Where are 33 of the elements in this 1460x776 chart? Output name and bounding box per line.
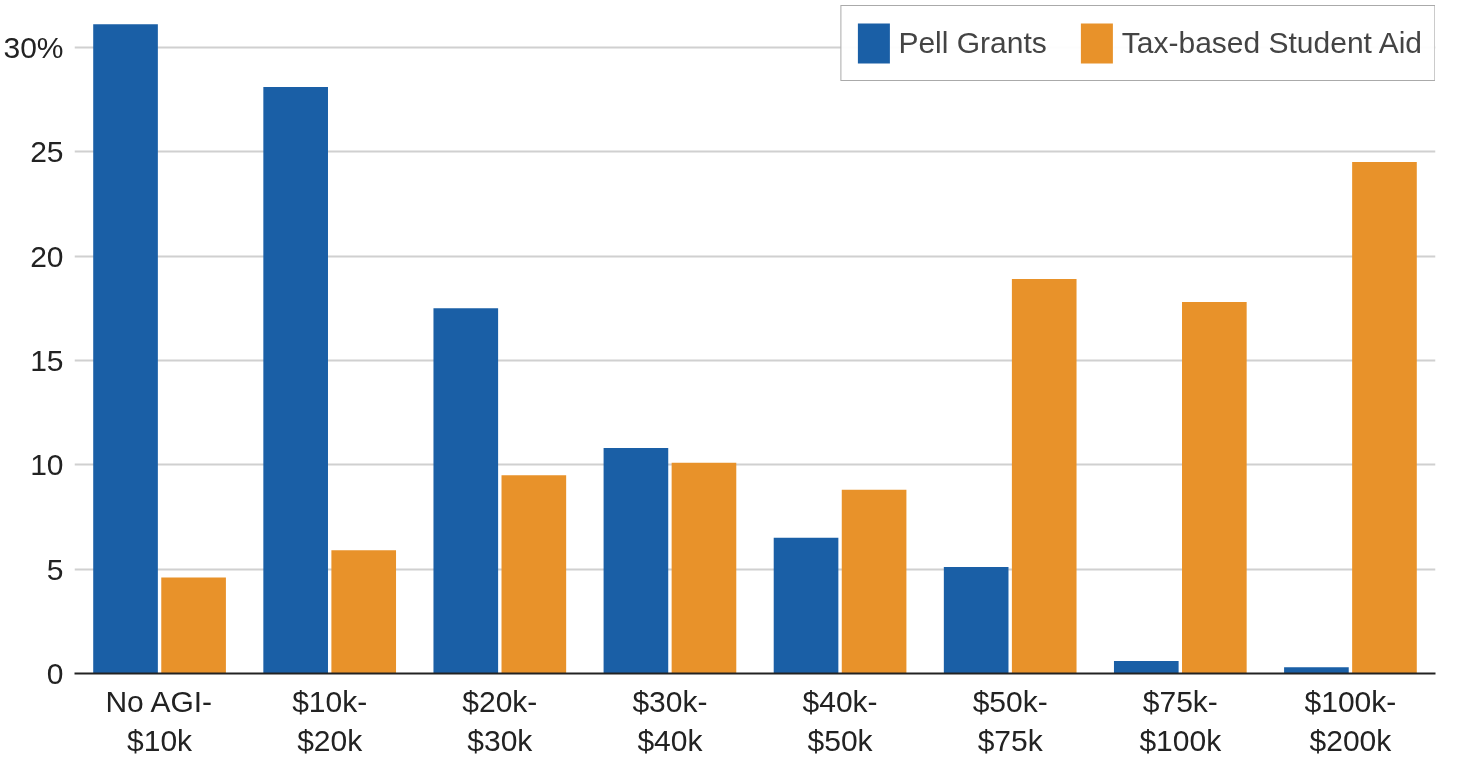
x-tick-label: $50k- $75k: [972, 684, 1048, 758]
y-tick-label: 30%: [3, 30, 64, 64]
bar: [1113, 660, 1179, 674]
y-tick-label: 15: [30, 343, 64, 377]
legend-label: Tax-based Student Aid: [1121, 26, 1422, 60]
bar: [1011, 278, 1077, 674]
y-tick-label: 5: [46, 552, 64, 586]
bar: [263, 86, 328, 674]
x-tick-label: $40k- $50k: [802, 684, 878, 758]
x-tick-label: No AGI- $10k: [105, 684, 213, 758]
y-tick-label: 10: [30, 448, 64, 482]
bar: [331, 550, 397, 674]
bar: [501, 475, 567, 674]
bar: [671, 462, 737, 674]
bar: [841, 489, 907, 674]
bar: [1284, 667, 1349, 674]
bar: [161, 577, 226, 674]
x-tick-label: $75k- $100k: [1139, 684, 1223, 758]
legend-label: Pell Grants: [898, 26, 1047, 60]
bar: [1352, 162, 1417, 674]
x-tick-label: $30k- $40k: [632, 684, 708, 758]
bar: [93, 24, 158, 674]
y-tick-label: 0: [46, 657, 64, 690]
y-tick-label: 25: [30, 135, 64, 169]
y-tick-label: 20: [30, 239, 64, 273]
bar: [433, 308, 499, 674]
x-tick-label: $10k- $20k: [292, 684, 368, 758]
x-tick-label: $20k- $30k: [462, 684, 538, 758]
bar: [773, 537, 839, 674]
x-tick-label: $100k- $200k: [1304, 684, 1397, 758]
bar: [603, 448, 669, 674]
bar: [1182, 301, 1247, 674]
bar: [943, 567, 1009, 674]
